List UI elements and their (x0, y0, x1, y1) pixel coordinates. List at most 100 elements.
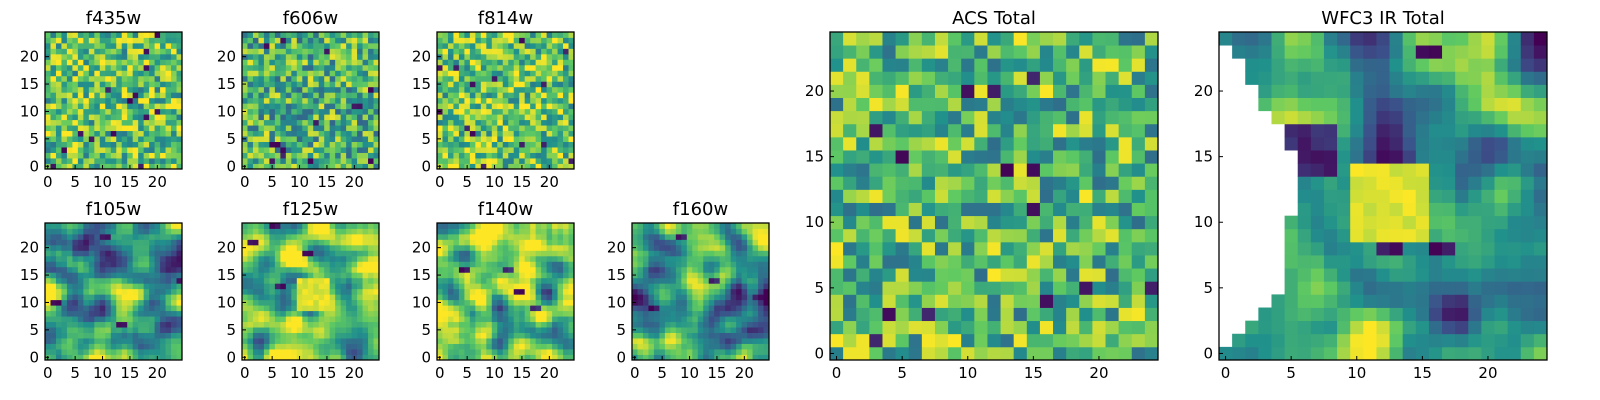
heatmap-cell (447, 64, 454, 71)
heatmap-cell (530, 354, 537, 361)
heatmap-cell (66, 97, 73, 104)
heatmap-cell (568, 316, 575, 323)
heatmap-cell (357, 108, 363, 115)
heatmap-cell (99, 125, 106, 132)
heatmap-cell (160, 59, 166, 66)
heatmap-cell (486, 266, 493, 273)
heatmap-cell (552, 321, 558, 328)
heatmap-cell (921, 255, 936, 269)
heatmap-cell (66, 42, 73, 49)
heatmap-cell (346, 250, 352, 257)
heatmap-cell (285, 125, 292, 132)
heatmap-cell (670, 354, 677, 361)
heatmap-cell (1053, 320, 1067, 335)
heatmap-cell (116, 42, 123, 49)
heatmap-cell (437, 223, 443, 229)
heatmap-cell (453, 75, 460, 82)
axes-frame (44, 222, 183, 361)
heatmap-cell (296, 70, 303, 77)
heatmap-cell (66, 294, 73, 301)
heatmap-cell (351, 130, 358, 137)
heatmap-cell (362, 277, 369, 284)
heatmap-cell (66, 70, 73, 77)
heatmap-cell (61, 299, 68, 306)
heatmap-cell (719, 228, 726, 235)
heatmap-cell (373, 255, 380, 262)
heatmap-cell (442, 266, 449, 273)
heatmap-cell (45, 310, 51, 317)
heatmap-cell (318, 261, 325, 268)
heatmap-cell (714, 299, 721, 306)
heatmap-cell (94, 86, 101, 93)
heatmap-cell (502, 92, 509, 99)
heatmap-cell (546, 321, 553, 328)
heatmap-cell (258, 125, 265, 132)
heatmap-cell (99, 70, 106, 77)
heatmap-cell (138, 152, 145, 159)
heatmap-cell (530, 349, 537, 355)
heatmap-cell (373, 42, 380, 49)
heatmap-cell (307, 255, 314, 262)
heatmap-cell (318, 250, 325, 257)
heatmap-cell (171, 338, 177, 344)
heatmap-cell (686, 305, 693, 312)
heatmap-cell (50, 152, 57, 159)
heatmap-cell (1066, 215, 1080, 230)
heatmap-cell (642, 332, 649, 339)
heatmap-cell (335, 119, 342, 126)
heatmap-cell (99, 108, 106, 115)
x-tick-label: 5 (267, 173, 277, 191)
heatmap-cell (66, 223, 73, 229)
heatmap-cell (882, 136, 896, 151)
heatmap-cell (362, 114, 369, 121)
heatmap-cell (491, 114, 498, 121)
heatmap-cell (116, 233, 123, 240)
heatmap-cell (110, 310, 117, 317)
heatmap-cell (357, 48, 363, 55)
heatmap-cell (987, 255, 1001, 269)
heatmap-cell (143, 354, 150, 361)
heatmap-cell (116, 266, 123, 273)
heatmap-cell (491, 305, 498, 312)
heatmap-cell (469, 125, 476, 132)
heatmap-cell (486, 316, 493, 323)
heatmap-cell (110, 288, 117, 295)
heatmap-cell (908, 307, 923, 322)
heatmap-cell (747, 233, 753, 240)
heatmap-cell (475, 75, 482, 82)
heatmap-cell (659, 255, 666, 262)
heatmap-cell (763, 244, 770, 251)
heatmap-cell (491, 223, 498, 229)
heatmap-cell (165, 97, 172, 104)
heatmap-cell (752, 283, 759, 290)
heatmap-cell (50, 305, 57, 312)
heatmap-cell (763, 250, 770, 257)
heatmap-cell (708, 261, 715, 268)
heatmap-cell (127, 332, 134, 339)
heatmap-cell (72, 48, 79, 55)
heatmap-cell (908, 255, 923, 269)
heatmap-cell (681, 294, 688, 301)
heatmap-cell (165, 294, 172, 301)
heatmap-cell (708, 266, 715, 273)
heatmap-cell (55, 261, 62, 268)
heatmap-cell (72, 228, 79, 235)
heatmap-cell (697, 223, 704, 229)
heatmap-cell (541, 152, 547, 159)
heatmap-cell (373, 332, 380, 339)
heatmap-cell (469, 97, 476, 104)
heatmap-cell (61, 272, 68, 279)
heatmap-cell (568, 158, 575, 164)
heatmap-cell (714, 310, 721, 317)
heatmap-cell (557, 272, 564, 279)
heatmap-cell (524, 152, 531, 159)
heatmap-cell (88, 316, 95, 323)
heatmap-cell (165, 349, 172, 355)
heatmap-cell (121, 136, 128, 142)
heatmap-cell (285, 321, 292, 328)
heatmap-cell (143, 163, 150, 170)
heatmap-cell (502, 130, 509, 137)
heatmap-cell (291, 266, 298, 273)
